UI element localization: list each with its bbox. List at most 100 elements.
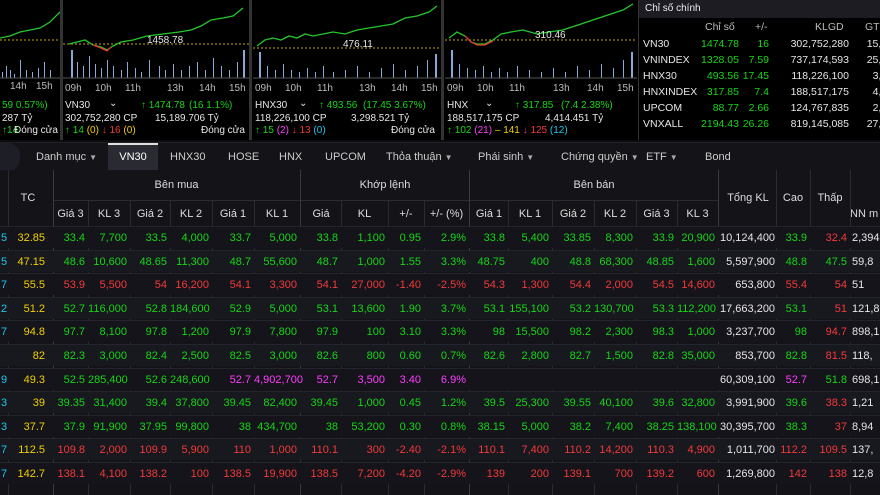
market-status: Đóng cửa: [14, 125, 58, 136]
tab-hnx[interactable]: HNX: [279, 151, 303, 163]
collapse-handle[interactable]: [0, 143, 20, 171]
index-row[interactable]: VN30 1474.78 16 302,752,280 15,18: [639, 37, 880, 53]
high-price: 39.6: [785, 397, 807, 410]
index-panel-hnx[interactable]: 310.46 09h 10h 11h 13h 14h 15h HNX ⌄ ↑ 3…: [445, 0, 637, 140]
chevron-down-icon[interactable]: ⌄: [109, 98, 118, 109]
chevron-down-icon[interactable]: ⌄: [485, 98, 494, 109]
bid-cell: 4,000: [181, 232, 209, 244]
match-cell: 27,000: [351, 279, 385, 292]
index-row[interactable]: HNXINDEX 317.85 7.4 188,517,175 4,41: [639, 85, 880, 101]
match-cell: 53.1: [316, 302, 338, 315]
tab-bond[interactable]: Bond: [705, 151, 731, 163]
index-change: (16 1.1%): [189, 100, 233, 111]
table-row[interactable]: [0, 296, 880, 319]
total-volume: 1,269,800: [726, 468, 775, 480]
match-cell: 2.9%: [440, 232, 466, 244]
tab-upcom[interactable]: UPCOM: [325, 151, 366, 163]
index-volume: 118,226,100 CP: [255, 113, 327, 124]
ask-cell: 33.9: [652, 232, 674, 244]
match-cell: 82.6: [316, 350, 338, 362]
tab-danh-muc[interactable]: Danh mục ▼: [36, 151, 98, 163]
ask-cell: 38.2: [569, 420, 591, 433]
index-name: VN30: [643, 38, 670, 50]
table-row[interactable]: [0, 320, 880, 343]
match-cell: 3,500: [357, 373, 385, 386]
breadth-counts: ↑ 102 (21) – 141 ↓ 125 (12): [447, 125, 568, 136]
index-row[interactable]: UPCOM 88.77 2.66 124,767,835 2,16: [639, 101, 880, 117]
chevron-down-icon: ▼: [444, 153, 453, 162]
tab-thoa-thuan[interactable]: Thỏa thuận ▼: [386, 151, 453, 163]
bid-cell: 116,000: [88, 302, 127, 315]
tab-hnx30[interactable]: HNX30: [170, 151, 206, 163]
match-cell: 33.8: [316, 232, 338, 244]
bid-cell: 5,500: [99, 279, 127, 292]
ask-cell: 139.2: [646, 468, 674, 480]
index-panel-vn30[interactable]: 1458.78 09h 10h 11h 13h 14h 15h VN30 ⌄ ↑…: [63, 0, 249, 140]
match-cell: 110.1: [311, 444, 338, 457]
table-row[interactable]: [0, 226, 880, 248]
tab-phai-sinh[interactable]: Phái sinh ▼: [478, 151, 535, 163]
table-row[interactable]: [0, 462, 880, 484]
bid-cell: 37,800: [175, 397, 209, 410]
match-cell: 1,000: [357, 397, 385, 410]
table-row[interactable]: [0, 391, 880, 414]
time-label: 15h: [617, 83, 634, 94]
bid-cell: 184,600: [170, 302, 210, 315]
ask-cell: 82.8: [652, 350, 674, 362]
group-header-buy: Bên mua: [154, 179, 199, 191]
bid-cell: 33.5: [145, 232, 167, 244]
high-price: 52.7: [785, 373, 807, 386]
tab-hose[interactable]: HOSE: [228, 151, 260, 163]
table-row[interactable]: [0, 414, 880, 437]
ask-cell: 7,400: [521, 444, 549, 457]
chevron-down-icon[interactable]: ⌄: [299, 98, 308, 109]
match-cell: 6.9%: [440, 373, 466, 386]
bid-cell: 4,902,700: [254, 373, 303, 386]
row-lead: 5: [1, 232, 8, 244]
column-header-buy: Giá 1: [219, 208, 247, 220]
match-cell: 13,600: [351, 302, 385, 315]
high-price: 53.1: [785, 302, 807, 315]
ask-cell: 38.15: [477, 420, 505, 433]
column-header-match: KL: [357, 208, 372, 220]
foreign-volume: 137,: [852, 444, 874, 457]
total-volume: 3,237,700: [726, 326, 775, 339]
bid-cell: 434,700: [257, 420, 297, 433]
tab-chung-quyen[interactable]: Chứng quyền ▼: [561, 151, 639, 163]
ask-cell: 20,900: [681, 232, 715, 244]
index-charts-area: 14h 15h 59 0.57%) 287 Tỷ ↑14 Đóng cửa 14…: [0, 0, 880, 140]
index-value: 2194.43: [701, 118, 739, 130]
ask-cell: 48.85: [646, 255, 674, 268]
match-cell: 3.3%: [440, 326, 466, 339]
index-value: ↑ 1474.78: [141, 100, 185, 111]
column-header-sell: Giá 3: [643, 208, 670, 220]
bid-cell: 3,000: [269, 350, 297, 362]
tab-etf[interactable]: ETF ▼: [646, 151, 678, 163]
table-row[interactable]: [0, 344, 880, 366]
breadth-counts: ↑ 14 (0) ↓ 16 (0): [65, 125, 136, 136]
time-label: 09h: [447, 83, 464, 94]
low-price: 47.5: [825, 255, 847, 268]
table-row[interactable]: [0, 367, 880, 390]
tab-vn30[interactable]: VN30: [108, 143, 158, 171]
ask-cell: 14,600: [681, 279, 715, 292]
ask-cell: 400: [530, 255, 549, 268]
bid-cell: 82,400: [263, 397, 297, 410]
match-cell: 3.7%: [440, 302, 466, 315]
table-row[interactable]: [0, 438, 880, 461]
table-row[interactable]: [0, 273, 880, 296]
match-cell: 1.55: [399, 255, 421, 268]
table-row[interactable]: [0, 249, 880, 272]
index-panel-partial[interactable]: 14h 15h 59 0.57%) 287 Tỷ ↑14 Đóng cửa: [0, 0, 60, 140]
low-price: 51.8: [825, 373, 847, 386]
foreign-volume: 698,1: [852, 373, 880, 386]
chevron-down-icon: ▼: [669, 153, 678, 162]
ask-cell: 112,200: [677, 302, 716, 315]
column-header-buy: KL 3: [97, 208, 121, 220]
index-panel-hnx30[interactable]: 476.11 09h 10h 11h 13h 14h 15h HNX30 ⌄ ↑…: [253, 0, 441, 140]
index-row[interactable]: VNINDEX 1328.05 7.59 737,174,593 25,45: [639, 53, 880, 69]
ask-cell: 2,300: [605, 326, 633, 339]
reference-price: 32.85: [17, 232, 45, 244]
